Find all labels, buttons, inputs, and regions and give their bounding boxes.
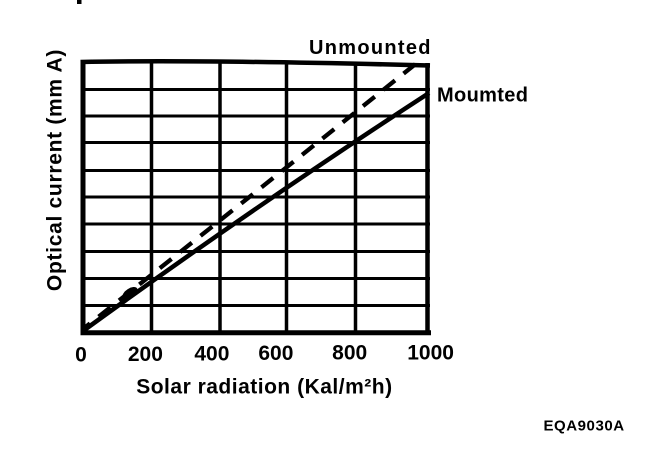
svg-text:EQA9030A: EQA9030A xyxy=(544,418,625,435)
svg-text:800: 800 xyxy=(332,342,367,365)
svg-text:1000: 1000 xyxy=(407,342,454,365)
svg-text:200: 200 xyxy=(128,343,163,366)
svg-text:Solar radiation (Kal/m²h): Solar radiation (Kal/m²h) xyxy=(136,376,392,399)
svg-text:Unmounted: Unmounted xyxy=(309,37,432,59)
svg-text:Optical current (mm A): Optical current (mm A) xyxy=(44,49,67,291)
svg-text:Moumted: Moumted xyxy=(437,85,528,107)
svg-text:600: 600 xyxy=(258,342,293,365)
svg-text:400: 400 xyxy=(194,343,229,366)
svg-text:0: 0 xyxy=(75,344,87,367)
